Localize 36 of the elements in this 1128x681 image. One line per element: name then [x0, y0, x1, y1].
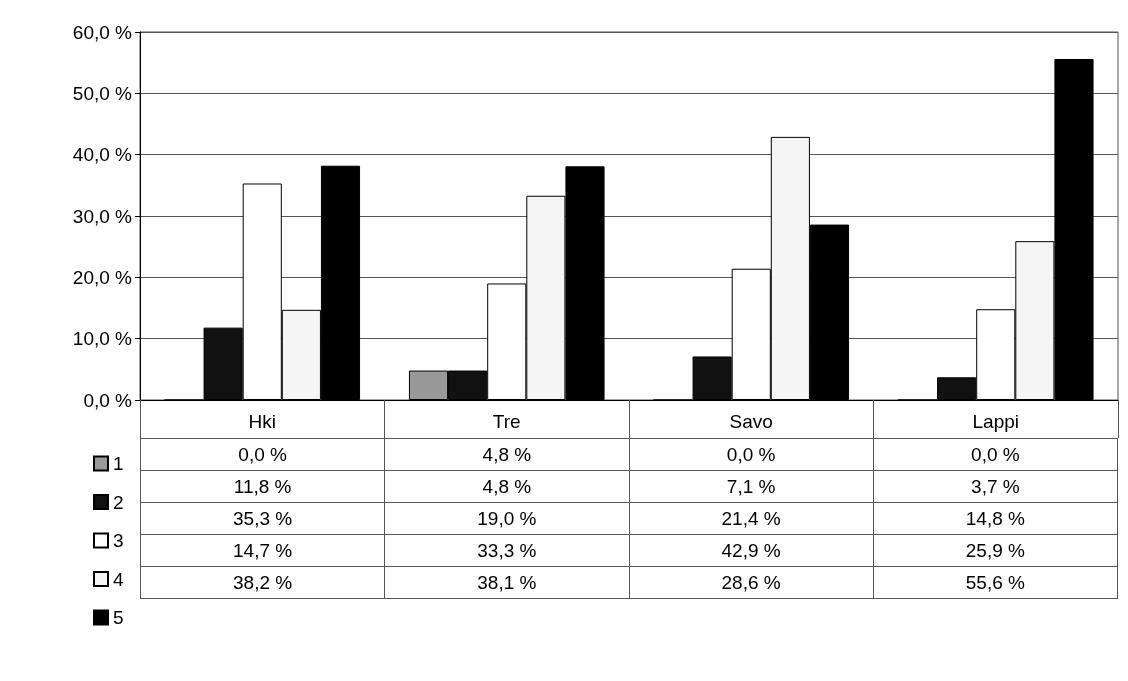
y-tick-label: 40,0 %	[72, 144, 133, 166]
data-label: 3,7 %	[873, 470, 1118, 503]
y-tick-label: 60,0 %	[72, 21, 133, 43]
legend-label: 5	[113, 607, 124, 628]
data-label: 4,8 %	[384, 470, 629, 503]
data-label: 4,8 %	[384, 438, 629, 471]
x-tick-label: Tre	[492, 411, 521, 432]
data-label: 38,1 %	[384, 566, 629, 599]
data-label: 28,6 %	[629, 566, 874, 599]
data-label: 0,0 %	[873, 438, 1118, 471]
y-tick-label: 30,0 %	[72, 205, 133, 227]
x-tick-label: Lappi	[972, 411, 1019, 432]
y-tick-label: 50,0 %	[72, 82, 133, 104]
data-label: 0,0 %	[629, 438, 874, 471]
data-label: 7,1 %	[629, 470, 874, 503]
data-label: 42,9 %	[629, 534, 874, 567]
data-label: 19,0 %	[384, 502, 629, 535]
y-tick-label: 0,0 %	[83, 389, 133, 411]
data-label: 21,4 %	[629, 502, 874, 535]
data-label: 11,8 %	[140, 470, 385, 503]
legend-label: 4	[113, 568, 124, 590]
data-label: 14,7 %	[140, 534, 385, 567]
y-tick-label: 20,0 %	[72, 266, 133, 288]
y-tick-label: 10,0 %	[72, 328, 133, 350]
data-label: 35,3 %	[140, 502, 385, 535]
data-label: 38,2 %	[140, 566, 385, 599]
legend-label: 3	[113, 530, 124, 551]
legend-label: 2	[113, 491, 124, 513]
data-label: 55,6 %	[873, 566, 1118, 599]
legend-label: 1	[113, 453, 124, 474]
data-label: 14,8 %	[873, 502, 1118, 535]
data-label: 25,9 %	[873, 534, 1118, 567]
data-label: 0,0 %	[140, 438, 385, 471]
x-tick-label: Hki	[248, 411, 276, 432]
x-tick-label: Savo	[729, 411, 773, 432]
data-label: 33,3 %	[384, 534, 629, 567]
